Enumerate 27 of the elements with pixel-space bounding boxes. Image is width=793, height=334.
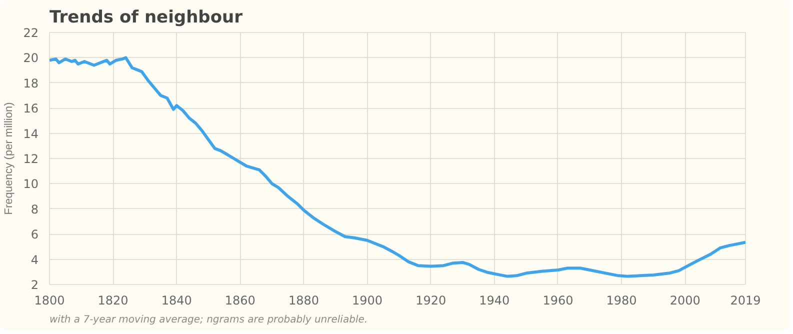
x-tick-label: 2019 bbox=[730, 294, 761, 308]
x-tick-label: 1960 bbox=[542, 294, 574, 308]
x-tick-label: 1940 bbox=[479, 294, 510, 308]
y-tick-label: 10 bbox=[23, 177, 39, 192]
x-tick-label: 1820 bbox=[98, 294, 128, 308]
y-tick-label: 6 bbox=[30, 228, 39, 242]
y-tick-label: 4 bbox=[30, 252, 39, 267]
y-tick-label: 18 bbox=[23, 76, 39, 90]
x-tick-label: 1980 bbox=[606, 294, 637, 308]
x-tick-label: 1920 bbox=[416, 294, 446, 308]
y-tick-label: 14 bbox=[23, 126, 39, 141]
text: with a 7-year moving average; ngrams are probably unreliable. bbox=[50, 314, 368, 326]
x-tick-label: 2000 bbox=[670, 294, 700, 308]
x-tick-label: 1800 bbox=[34, 294, 65, 308]
x-tick-label: 1840 bbox=[161, 294, 192, 308]
y-tick-label: 16 bbox=[23, 102, 39, 116]
x-tick-label: 1900 bbox=[352, 294, 383, 308]
chart-title: Trends of neighbour bbox=[50, 8, 244, 28]
y-tick-label: 20 bbox=[23, 51, 39, 66]
y-tick-label: 8 bbox=[30, 202, 39, 216]
x-tick-label: 1880 bbox=[288, 294, 320, 308]
y-tick-label: 2 bbox=[30, 278, 39, 292]
line-series bbox=[50, 56, 746, 278]
y-axis-title: Frequency (per million) bbox=[3, 102, 16, 215]
y-tick-label: 22 bbox=[23, 26, 39, 40]
x-tick-label: 1860 bbox=[224, 294, 256, 308]
y-tick-label: 12 bbox=[23, 152, 39, 166]
